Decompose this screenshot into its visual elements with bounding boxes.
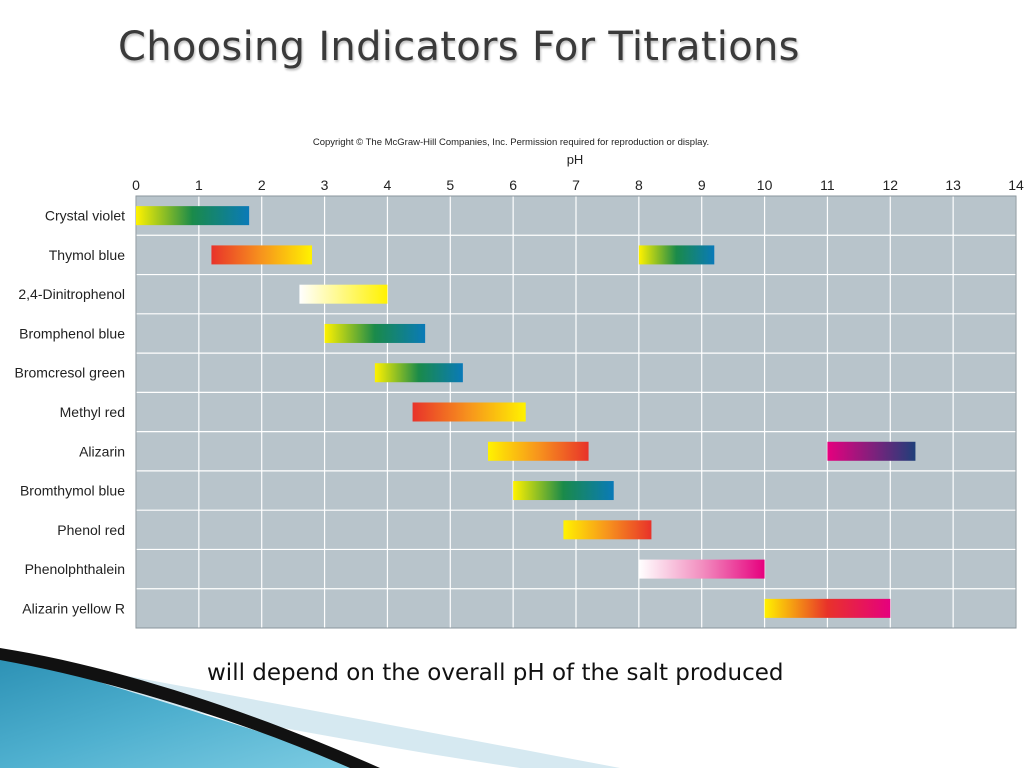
x-tick-label: 8 <box>635 177 643 193</box>
indicator-range-bar <box>638 245 715 265</box>
indicator-range-bar <box>374 363 463 383</box>
x-tick-label: 6 <box>509 177 517 193</box>
x-tick-label: 1 <box>195 177 203 193</box>
x-tick-label: 0 <box>132 177 140 193</box>
indicator-labels: Crystal violet Thymol blue 2,4-Dinitrophen… <box>15 208 126 617</box>
indicator-label: 2,4-Dinitrophenol <box>18 286 125 302</box>
indicator-range-bar <box>563 520 652 540</box>
indicator-range-bar <box>488 441 589 461</box>
indicator-label: Bromthymol blue <box>20 483 125 499</box>
indicator-range-bar <box>764 598 891 618</box>
indicator-range-bar <box>412 402 526 422</box>
indicator-label: Phenolphthalein <box>25 561 125 577</box>
x-axis-label: pH <box>567 152 584 167</box>
indicator-label: Bromphenol blue <box>19 325 125 341</box>
indicator-label: Bromcresol green <box>15 365 126 381</box>
x-tick-label: 4 <box>384 177 392 193</box>
x-tick-label: 9 <box>698 177 706 193</box>
x-tick-label: 7 <box>572 177 580 193</box>
indicator-range-bar <box>638 559 765 579</box>
x-tick-label: 12 <box>882 177 898 193</box>
indicator-range-bar <box>513 481 614 501</box>
indicator-range-bar <box>827 441 916 461</box>
x-tick-label: 13 <box>945 177 961 193</box>
x-tick-label: 14 <box>1008 177 1024 193</box>
indicator-label: Crystal violet <box>45 208 125 224</box>
x-axis-ticks: 0 1 2 3 4 5 6 7 8 9 10 11 12 13 14 <box>132 177 1024 193</box>
slide-title: Choosing Indicators For Titrations <box>118 24 800 70</box>
indicator-range-bar <box>211 245 312 265</box>
indicator-ranges <box>136 206 916 618</box>
indicator-range-bar <box>324 323 426 343</box>
swoosh-dark-band <box>0 648 380 768</box>
copyright-notice: Copyright © The McGraw-Hill Companies, I… <box>313 137 709 148</box>
indicator-range-bar <box>136 206 250 226</box>
indicator-range-bar <box>299 284 388 304</box>
indicator-label: Alizarin yellow R <box>22 600 125 616</box>
x-tick-label: 11 <box>820 177 835 193</box>
x-tick-label: 5 <box>446 177 454 193</box>
x-tick-label: 10 <box>757 177 773 193</box>
indicator-label: Methyl red <box>60 404 125 420</box>
x-tick-label: 2 <box>258 177 266 193</box>
indicator-label: Phenol red <box>57 522 125 538</box>
slide-subtitle: will depend on the overall pH of the sal… <box>207 660 784 686</box>
plot-border <box>135 195 1017 629</box>
indicator-label: Thymol blue <box>49 247 125 263</box>
swoosh-light-band <box>0 652 620 768</box>
x-tick-label: 3 <box>321 177 329 193</box>
grid-lines <box>135 195 1017 629</box>
indicator-label: Alizarin <box>79 443 125 459</box>
